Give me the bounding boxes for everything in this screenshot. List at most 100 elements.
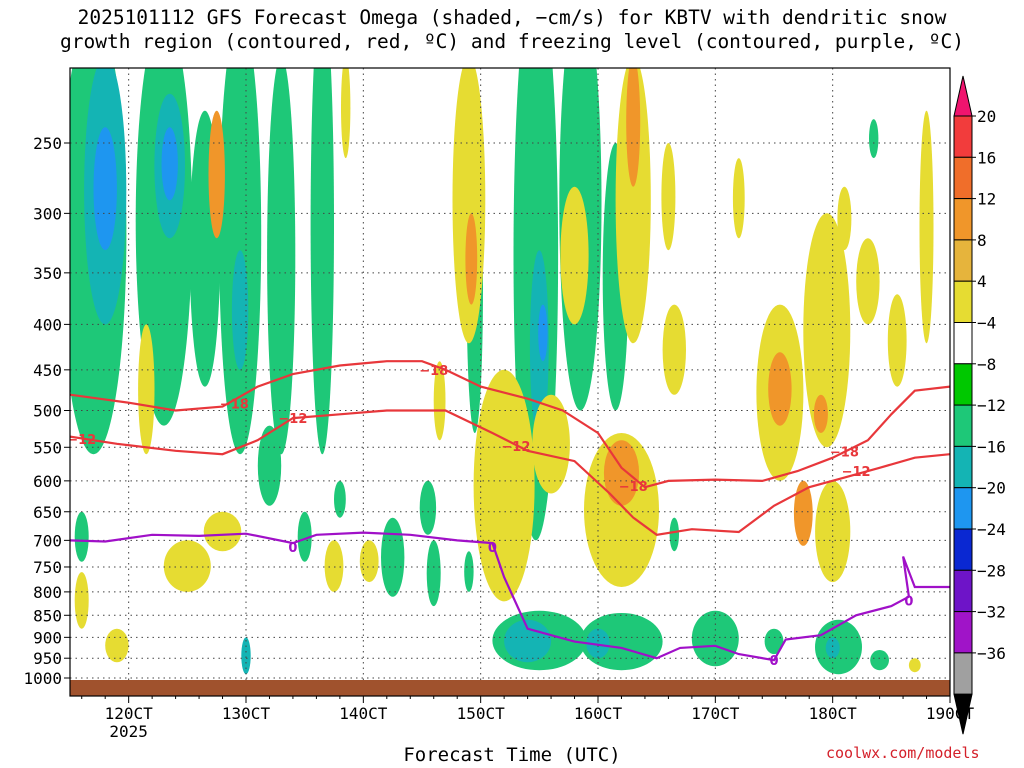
title-line-2: growth region (contoured, red, ºC) and f… bbox=[60, 30, 964, 53]
omega-downward-region-16 bbox=[203, 511, 242, 552]
omega-upward-region-5 bbox=[310, 68, 334, 455]
omega-downward-region-9 bbox=[803, 213, 851, 448]
omega-upward-region-35 bbox=[825, 637, 840, 659]
omega-downward-region-26 bbox=[208, 110, 225, 239]
colorbar-label-10: −24 bbox=[977, 520, 1006, 539]
contour-lines: −18 −18 −18 −18 −12 −12 −12 −12 0 0 0 0 bbox=[70, 360, 950, 669]
colorbar-swatch-2 bbox=[953, 156, 973, 200]
y-tick-label-400: 400 bbox=[33, 315, 62, 334]
colorbar-label-11: −28 bbox=[977, 561, 1006, 580]
omega-downward-region-25 bbox=[433, 361, 446, 441]
omega-upward-region-22 bbox=[869, 119, 879, 159]
omega-upward-region-30 bbox=[231, 250, 249, 370]
omega-downward-region-30 bbox=[768, 352, 792, 426]
colorbar-cap-top bbox=[953, 75, 973, 117]
y-tick-label-950: 950 bbox=[33, 649, 62, 668]
x-tick-label-170: 170CT bbox=[691, 704, 740, 723]
ground-terrain bbox=[70, 680, 950, 696]
omega-downward-region-22 bbox=[341, 68, 351, 159]
contour-label-dgz_top_-18-2: −18 bbox=[619, 480, 648, 495]
omega-upward-region-34 bbox=[586, 628, 610, 659]
omega-upward-region-8 bbox=[334, 480, 346, 518]
colorbar-swatch-7 bbox=[953, 363, 973, 406]
omega-downward-region-20 bbox=[324, 540, 344, 592]
omega-upward-region-37 bbox=[161, 127, 178, 201]
omega-upward-region-36 bbox=[93, 127, 117, 251]
omega-downward-region-27 bbox=[465, 213, 478, 305]
x-axis-title: Forecast Time (UTC) bbox=[403, 744, 621, 766]
x-tick-sublabel-120: 2025 bbox=[109, 722, 148, 741]
omega-upward-region-38 bbox=[538, 304, 548, 362]
title-line-1: 2025101112 GFS Forecast Omega (shaded, −… bbox=[77, 6, 947, 29]
colorbar-swatch-11 bbox=[953, 528, 973, 571]
omega-downward-region-4 bbox=[615, 68, 651, 344]
omega-downward-region-19 bbox=[138, 324, 155, 455]
y-tick-label-700: 700 bbox=[33, 531, 62, 550]
omega-downward-region-15 bbox=[163, 540, 211, 592]
colorbar-swatch-8 bbox=[953, 404, 973, 447]
y-tick-label-350: 350 bbox=[33, 264, 62, 283]
y-tick-label-1000: 1000 bbox=[23, 669, 62, 688]
y-tick-label-750: 750 bbox=[33, 558, 62, 577]
omega-downward-region-29 bbox=[626, 68, 641, 187]
omega-upward-region-25 bbox=[669, 517, 679, 552]
y-tick-label-250: 250 bbox=[33, 134, 62, 153]
omega-downward-region-32 bbox=[793, 480, 813, 546]
omega-upward-region-11 bbox=[426, 540, 441, 607]
contour-dgz_top_-18 bbox=[70, 360, 950, 489]
colorbar-swatch-12 bbox=[953, 569, 973, 613]
y-tick-label-500: 500 bbox=[33, 402, 62, 421]
omega-upward-region-31 bbox=[241, 637, 251, 675]
omega-downward-region-17 bbox=[105, 628, 129, 663]
colorbar-swatch-9 bbox=[953, 445, 973, 489]
omega-upward-region-7 bbox=[297, 511, 312, 562]
y-tick-label-600: 600 bbox=[33, 472, 62, 491]
contour-label-freezing_level_0-0: 0 bbox=[288, 541, 297, 556]
x-tick-label-150: 150CT bbox=[457, 704, 506, 723]
y-tick-label-850: 850 bbox=[33, 606, 62, 625]
chart-title: 2025101112 GFS Forecast Omega (shaded, −… bbox=[0, 6, 1024, 54]
omega-downward-region-23 bbox=[732, 158, 745, 239]
colorbar-swatch-10 bbox=[953, 487, 973, 530]
omega-downward-region-6 bbox=[661, 143, 676, 251]
colorbar-label-6: −8 bbox=[977, 355, 996, 374]
omega-downward-region-14 bbox=[919, 110, 934, 344]
colorbar-label-5: −4 bbox=[977, 314, 996, 333]
colorbar-label-12: −32 bbox=[977, 603, 1006, 622]
omega-downward-region-7 bbox=[662, 304, 686, 395]
y-tick-label-550: 550 bbox=[33, 438, 62, 457]
omega-upward-region-18 bbox=[691, 610, 739, 667]
omega-downward-region-31 bbox=[813, 394, 828, 433]
colorbar-label-2: 12 bbox=[977, 190, 996, 209]
omega-downward-region-21 bbox=[359, 540, 379, 583]
omega-upward-region-27 bbox=[74, 511, 89, 562]
colorbar-label-8: −16 bbox=[977, 437, 1006, 456]
credit-link[interactable]: coolwx.com/models bbox=[826, 744, 980, 762]
colorbar-swatch-14 bbox=[953, 652, 973, 695]
contour-label-freezing_level_0-1: 0 bbox=[488, 541, 497, 556]
omega-upward-region-9 bbox=[381, 517, 405, 597]
colorbar-swatch-4 bbox=[953, 239, 973, 282]
y-tick-label-650: 650 bbox=[33, 503, 62, 522]
contour-label-dgz_top_-18-1: −18 bbox=[419, 364, 448, 379]
omega-upward-region-10 bbox=[419, 480, 437, 535]
omega-upward-region-4 bbox=[267, 68, 296, 455]
colorbar-label-9: −20 bbox=[977, 479, 1006, 498]
colorbar-swatch-13 bbox=[953, 611, 973, 654]
contour-label-dgz_top_-18-3: −18 bbox=[830, 446, 859, 461]
contour-freezing_level_0 bbox=[70, 531, 950, 662]
colorbar-swatch-3 bbox=[953, 198, 973, 241]
colorbar-label-3: 8 bbox=[977, 231, 987, 250]
x-tick-label-120: 120CT bbox=[105, 704, 154, 723]
omega-upward-region-23 bbox=[847, 16, 854, 57]
y-axis: 250 300 350 400 450 500 550 600 650 700 750 800 850 9… bbox=[23, 134, 70, 688]
omega-upward-region-6 bbox=[257, 425, 282, 506]
x-tick-label-160: 160CT bbox=[574, 704, 623, 723]
omega-downward-region-18 bbox=[74, 572, 89, 629]
colorbar-label-13: −36 bbox=[977, 644, 1006, 663]
colorbar-swatch-6 bbox=[953, 322, 973, 365]
x-tick-label-180: 180CT bbox=[809, 704, 858, 723]
contour-label-dgz_top_-18-0: −18 bbox=[220, 398, 249, 413]
colorbar-label-0: 20 bbox=[977, 107, 996, 126]
